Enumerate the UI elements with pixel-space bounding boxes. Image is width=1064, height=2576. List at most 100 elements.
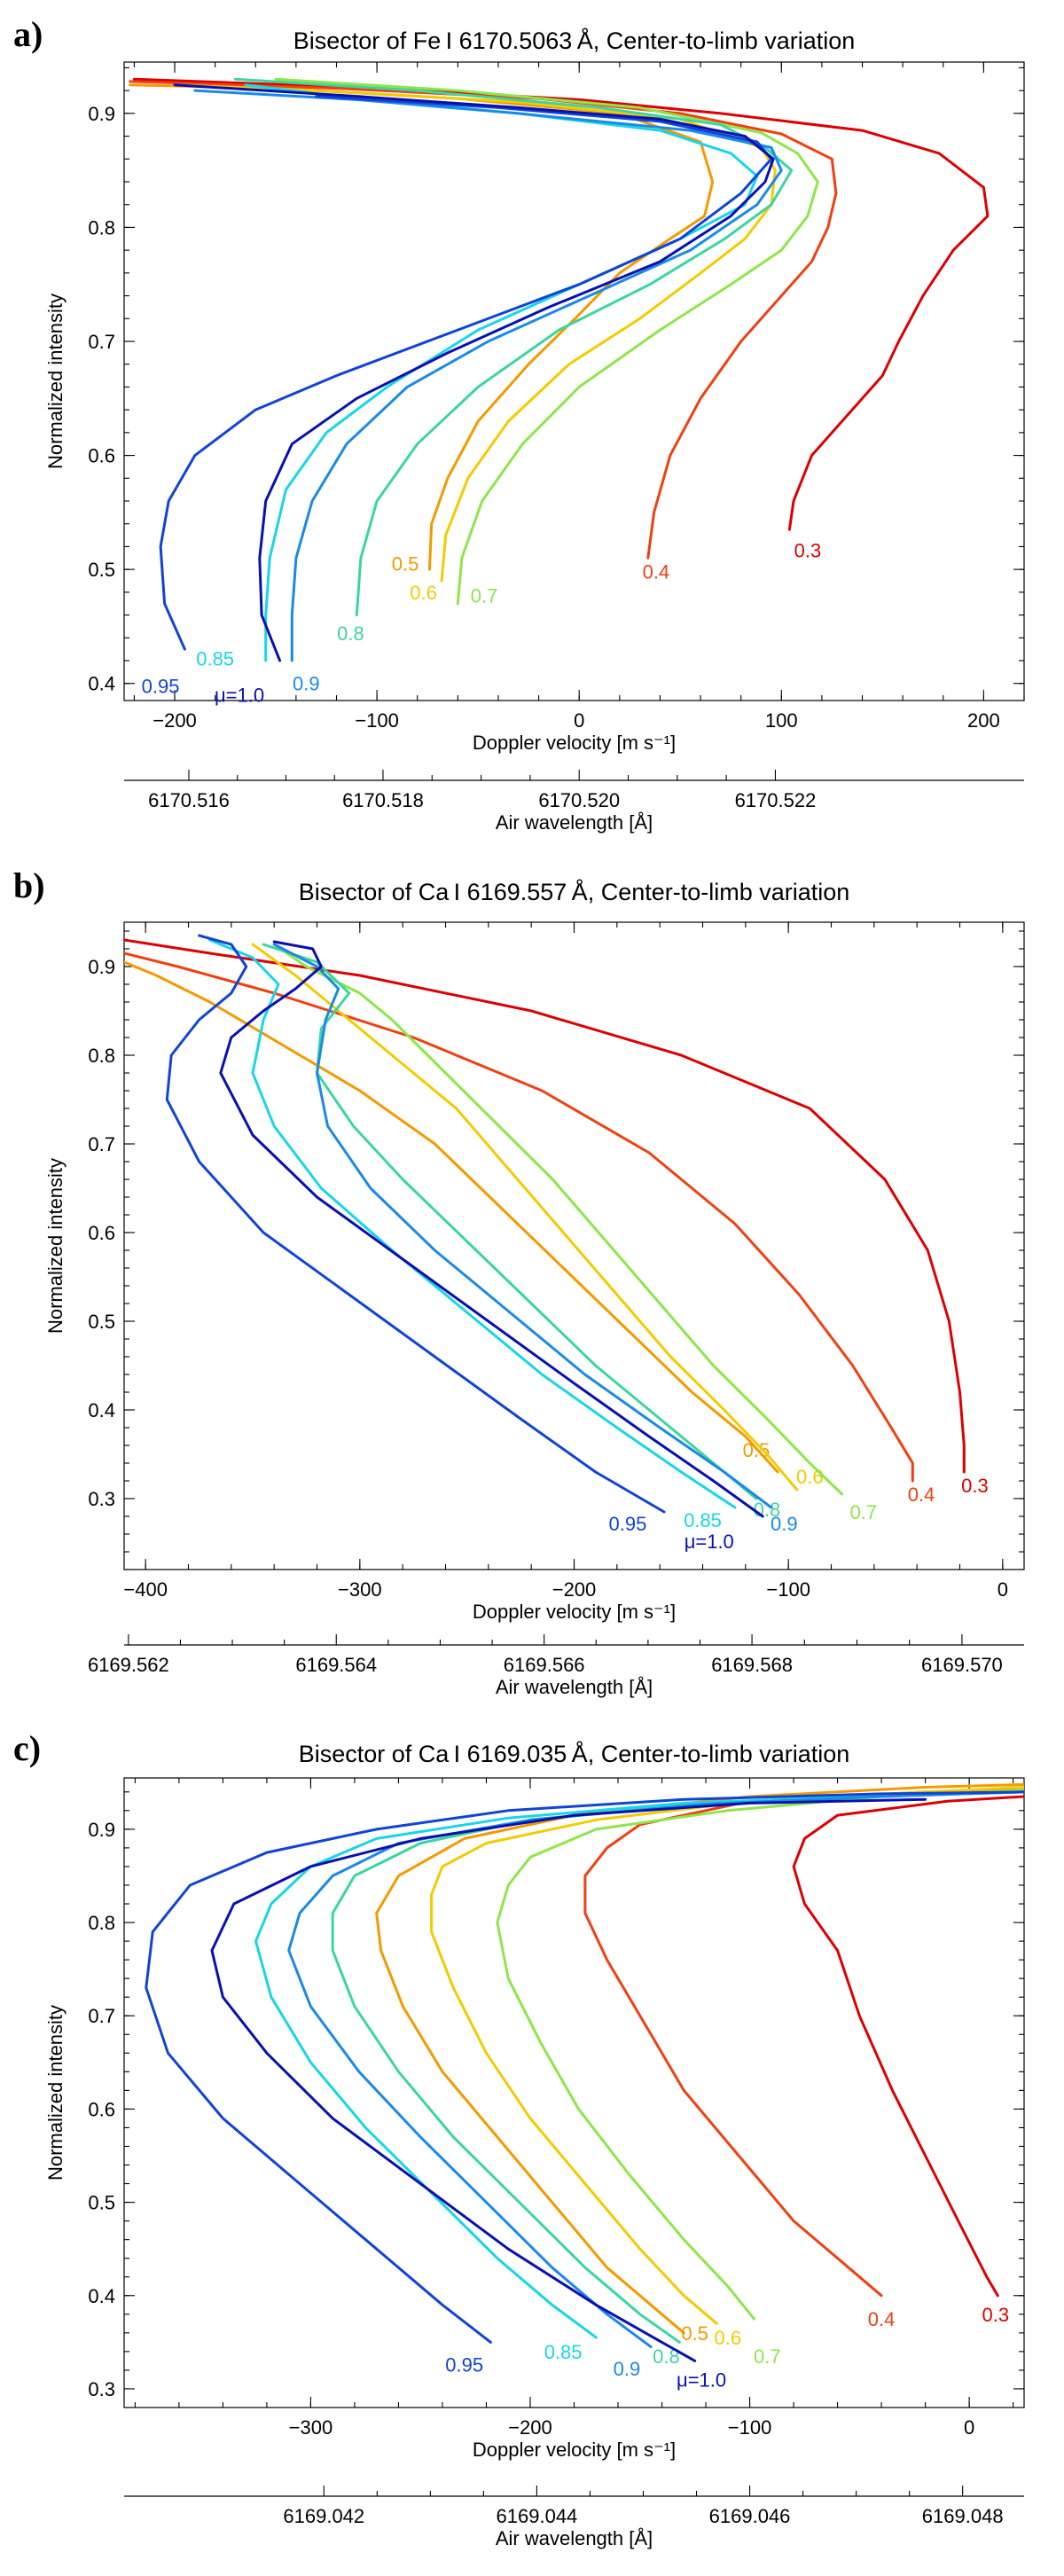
- series-line: [210, 1797, 927, 2362]
- series-label: 0.4: [908, 1484, 935, 1506]
- series-label: 0.9: [771, 1513, 798, 1535]
- series-line: [792, 1795, 1024, 2298]
- x-tick-label: −200: [508, 2416, 552, 2439]
- series-label: 0.85: [684, 1509, 722, 1531]
- wavelength-tick-label: 6169.564: [295, 1654, 377, 1676]
- series-label: 0.3: [961, 1475, 989, 1497]
- x-tick-label: 200: [967, 709, 1000, 732]
- y-tick-label: 0.6: [88, 445, 115, 467]
- y-tick-label: 0.4: [88, 2285, 115, 2307]
- wavelength-axis-title: Air wavelength [Å]: [496, 2527, 653, 2549]
- x-tick-label: −100: [355, 709, 399, 732]
- x-tick-label: −200: [552, 1578, 597, 1601]
- series-line: [173, 83, 777, 583]
- series-line: [244, 83, 759, 662]
- x-tick-label: 0: [998, 1578, 1008, 1601]
- series-label: 0.3: [794, 539, 822, 561]
- series-label: 0.7: [471, 585, 498, 607]
- y-tick-label: 0.9: [88, 103, 115, 125]
- series-line: [124, 951, 914, 1483]
- x-tick-label: −100: [728, 2416, 772, 2439]
- wavelength-axis-title: Air wavelength [Å]: [496, 811, 653, 834]
- x-tick-label: 0: [964, 2416, 974, 2439]
- series-label: μ=1.0: [677, 2369, 726, 2391]
- series-label: 0.3: [982, 2304, 1010, 2326]
- y-axis-title: Normalized intensity: [44, 2005, 66, 2181]
- x-axis-title: Doppler velocity [m s⁻¹]: [473, 732, 676, 754]
- chart-svg: c) Bisector of Ca I 6169.035 Å, Center-to…: [13, 1728, 1025, 2549]
- series-line: [375, 1782, 1024, 2335]
- series-label: 0.6: [796, 1466, 824, 1488]
- series-label: 0.85: [544, 2341, 583, 2363]
- chart-title: Bisector of Ca I 6169.035 Å, Center-to-l…: [299, 1740, 850, 1767]
- series-line: [272, 943, 773, 1509]
- series-label: 0.6: [410, 582, 437, 604]
- x-tick-label: −300: [289, 2416, 333, 2439]
- x-tick-label: −200: [153, 709, 197, 732]
- series-line: [124, 960, 779, 1474]
- series-line: [124, 938, 966, 1474]
- chart-title: Bisector of Ca I 6169.557 Å, Center-to-l…: [299, 878, 850, 905]
- y-tick-label: 0.8: [88, 1045, 115, 1067]
- x-tick-label: 100: [765, 709, 798, 732]
- plot-frame: [123, 61, 1025, 701]
- series-label: 0.8: [337, 622, 364, 645]
- wavelength-tick-label: 6169.046: [709, 2505, 791, 2527]
- y-tick-label: 0.7: [88, 1133, 115, 1155]
- series-line: [208, 938, 737, 1509]
- series-line: [165, 934, 666, 1514]
- x-axis-title: Doppler velocity [m s⁻¹]: [473, 2439, 676, 2461]
- series-label: 0.95: [142, 675, 180, 697]
- y-tick-label: 0.3: [88, 2378, 115, 2400]
- series-label: 0.9: [614, 2358, 641, 2380]
- series-label: 0.6: [714, 2327, 741, 2349]
- y-tick-label: 0.5: [88, 2192, 115, 2214]
- series-line: [193, 89, 783, 662]
- wavelength-tick-label: 6169.566: [504, 1654, 585, 1676]
- panel-a: a) Bisector of Fe I 6170.5063 Å, Center-t…: [0, 0, 1064, 851]
- y-tick-label: 0.8: [88, 216, 115, 239]
- x-axis-title: Doppler velocity [m s⁻¹]: [473, 1601, 676, 1623]
- wavelength-tick-label: 6170.518: [342, 789, 424, 811]
- x-tick-label: −400: [123, 1578, 168, 1601]
- series-label: 0.5: [681, 2322, 708, 2345]
- y-tick-label: 0.7: [88, 331, 115, 353]
- wavelength-tick-label: 6169.048: [922, 2505, 1004, 2527]
- series-label: 0.85: [196, 647, 234, 669]
- y-tick-label: 0.9: [88, 956, 115, 978]
- series-line: [254, 1790, 1024, 2339]
- y-tick-label: 0.5: [88, 559, 115, 581]
- series-line: [219, 940, 764, 1518]
- series-line: [173, 83, 775, 662]
- wavelength-tick-label: 6169.042: [283, 2505, 364, 2527]
- series-line: [274, 77, 819, 606]
- y-tick-label: 0.5: [88, 1311, 115, 1333]
- x-tick-label: −100: [766, 1578, 810, 1601]
- panel-letter: c): [13, 1728, 41, 1768]
- series-label: 0.4: [868, 2308, 896, 2330]
- chart-title: Bisector of Fe I 6170.5063 Å, Center-to-…: [293, 27, 856, 54]
- wavelength-tick-label: 6169.044: [497, 2505, 578, 2527]
- series-line: [233, 77, 794, 617]
- y-tick-label: 0.9: [88, 1819, 115, 1841]
- series-line: [331, 1790, 1024, 2344]
- y-axis-title: Normalized intensity: [44, 1158, 66, 1334]
- series-line: [251, 943, 799, 1492]
- series-label: 0.9: [293, 673, 320, 695]
- series-label: 0.5: [392, 553, 419, 575]
- y-tick-label: 0.3: [88, 1488, 115, 1510]
- series-label: 0.95: [445, 2354, 483, 2376]
- series-label: 0.95: [609, 1513, 647, 1535]
- series-line: [145, 1790, 1024, 2344]
- series-label: 0.8: [754, 1499, 781, 1521]
- y-tick-label: 0.7: [88, 2005, 115, 2027]
- wavelength-tick-label: 6170.522: [735, 789, 817, 811]
- y-tick-label: 0.4: [88, 673, 115, 695]
- wavelength-axis-title: Air wavelength [Å]: [496, 1676, 653, 1698]
- series-line: [262, 943, 758, 1500]
- y-tick-label: 0.6: [88, 2098, 115, 2120]
- wavelength-tick-label: 6169.562: [88, 1654, 169, 1676]
- series-line: [129, 83, 715, 571]
- y-tick-label: 0.4: [88, 1399, 115, 1421]
- y-tick-label: 0.6: [88, 1222, 115, 1244]
